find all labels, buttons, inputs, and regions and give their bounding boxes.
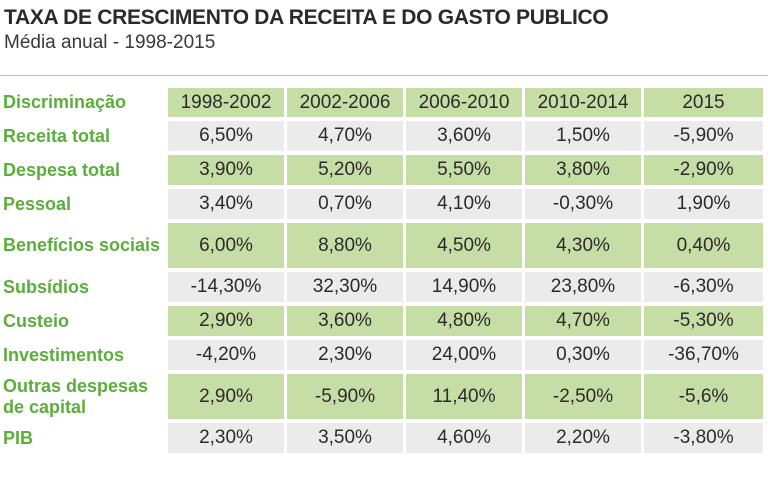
- value-cell: 5,20%: [287, 155, 403, 185]
- value-cell: 6,00%: [168, 223, 284, 268]
- value-cell: 3,60%: [287, 306, 403, 336]
- table-row: Investimentos -4,20% 2,30% 24,00% 0,30% -36,7…: [0, 340, 763, 370]
- value-cell: 24,00%: [406, 340, 522, 370]
- table-row: Benefícios sociais 6,00% 8,80% 4,50% 4,30% 0,…: [0, 223, 763, 268]
- row-label: Outras despesas de capital: [3, 375, 149, 417]
- value-cell: 8,80%: [287, 223, 403, 268]
- row-label: Despesa total: [3, 159, 121, 180]
- table-header-row: Discriminação 1998-2002 2002-2006 2006-2010…: [0, 88, 763, 117]
- row-label: Subsídios: [3, 276, 90, 297]
- value-cell: -5,90%: [644, 121, 763, 151]
- value-cell: 0,40%: [644, 223, 763, 268]
- row-label: Pessoal: [3, 193, 72, 214]
- value-cell: 2,20%: [525, 423, 641, 453]
- value-cell: 4,70%: [287, 121, 403, 151]
- table-body: Discriminação 1998-2002 2002-2006 2006-2010…: [0, 88, 763, 453]
- column-header: 1998-2002: [168, 88, 284, 117]
- column-header: 2006-2010: [406, 88, 522, 117]
- value-cell: 32,30%: [287, 272, 403, 302]
- value-cell: -36,70%: [644, 340, 763, 370]
- chart-header: TAXA DE CRESCIMENTO DA RECEITA E DO GAST…: [4, 6, 764, 55]
- table-row: Subsídios -14,30% 32,30% 14,90% 23,80% -6,30%: [0, 272, 763, 302]
- column-header: 2010-2014: [525, 88, 641, 117]
- value-cell: 3,50%: [287, 423, 403, 453]
- value-cell: -5,6%: [644, 374, 763, 419]
- value-cell: 4,10%: [406, 189, 522, 219]
- column-header: 2015: [644, 88, 763, 117]
- value-cell: 1,90%: [644, 189, 763, 219]
- value-cell: 2,30%: [287, 340, 403, 370]
- value-cell: 4,50%: [406, 223, 522, 268]
- row-label: Custeio: [3, 310, 70, 331]
- header-divider: [0, 75, 768, 76]
- row-label: Benefícios sociais: [3, 235, 161, 255]
- row-label: Investimentos: [3, 344, 125, 365]
- chart-title: TAXA DE CRESCIMENTO DA RECEITA E DO GAST…: [4, 6, 609, 29]
- value-cell: -4,20%: [168, 340, 284, 370]
- table-row: Despesa total 3,90% 5,20% 5,50% 3,80% -2,90%: [0, 155, 763, 185]
- table-row: PIB 2,30% 3,50% 4,60% 2,20% -3,80%: [0, 423, 763, 453]
- value-cell: -5,30%: [644, 306, 763, 336]
- value-cell: 23,80%: [525, 272, 641, 302]
- value-cell: 4,70%: [525, 306, 641, 336]
- table-row: Outras despesas de capital 2,90% -5,90% 11,…: [0, 374, 763, 419]
- growth-table: Discriminação 1998-2002 2002-2006 2006-2010…: [0, 84, 766, 457]
- value-cell: 6,50%: [168, 121, 284, 151]
- value-cell: 0,70%: [287, 189, 403, 219]
- table-row: Custeio 2,90% 3,60% 4,80% 4,70% -5,30%: [0, 306, 763, 336]
- value-cell: 5,50%: [406, 155, 522, 185]
- value-cell: 0,30%: [525, 340, 641, 370]
- value-cell: -5,90%: [287, 374, 403, 419]
- value-cell: 3,60%: [406, 121, 522, 151]
- value-cell: 11,40%: [406, 374, 522, 419]
- value-cell: 3,40%: [168, 189, 284, 219]
- table-row: Receita total 6,50% 4,70% 3,60% 1,50% -5,90%: [0, 121, 763, 151]
- value-cell: -14,30%: [168, 272, 284, 302]
- value-cell: 2,90%: [168, 374, 284, 419]
- value-cell: -6,30%: [644, 272, 763, 302]
- table-row: Pessoal 3,40% 0,70% 4,10% -0,30% 1,90%: [0, 189, 763, 219]
- value-cell: 3,90%: [168, 155, 284, 185]
- value-cell: 4,30%: [525, 223, 641, 268]
- value-cell: 2,30%: [168, 423, 284, 453]
- row-label: PIB: [3, 427, 34, 448]
- value-cell: -0,30%: [525, 189, 641, 219]
- value-cell: 14,90%: [406, 272, 522, 302]
- row-label: Receita total: [3, 125, 111, 146]
- value-cell: 1,50%: [525, 121, 641, 151]
- value-cell: 4,60%: [406, 423, 522, 453]
- value-cell: 4,80%: [406, 306, 522, 336]
- value-cell: -2,50%: [525, 374, 641, 419]
- header-label: Discriminação: [3, 92, 127, 112]
- column-header: 2002-2006: [287, 88, 403, 117]
- value-cell: 3,80%: [525, 155, 641, 185]
- value-cell: -2,90%: [644, 155, 763, 185]
- value-cell: -3,80%: [644, 423, 763, 453]
- chart-subtitle: Média anual - 1998-2015: [4, 32, 216, 53]
- value-cell: 2,90%: [168, 306, 284, 336]
